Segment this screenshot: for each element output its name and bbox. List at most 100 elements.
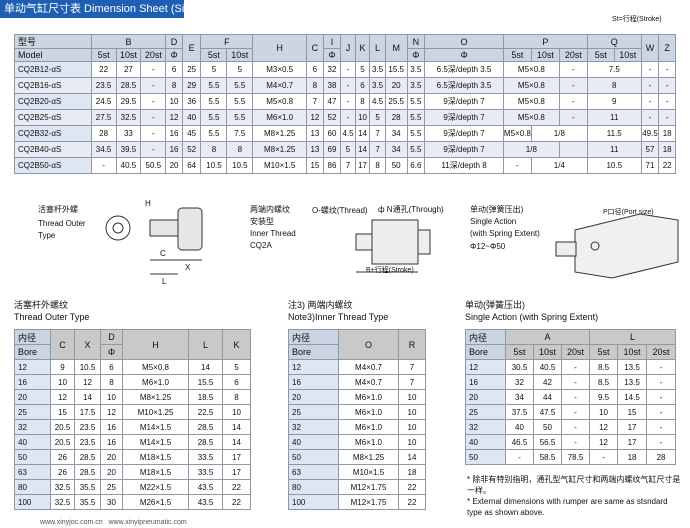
table-cell: 32 <box>322 61 342 78</box>
table-cell: 43.5 <box>188 494 223 510</box>
table-cell: 1/8 <box>530 125 588 142</box>
table-cell: - <box>560 404 591 420</box>
url: www.xinyjoc.com.cn <box>40 519 103 526</box>
header-cell: L <box>369 34 386 62</box>
table-cell: 12 <box>74 374 101 390</box>
table-cell: 10.5 <box>226 157 254 174</box>
title-en: Single Action (with Spring Extent) <box>465 312 599 322</box>
end-view-hole <box>112 222 124 234</box>
table-cell: 5.5 <box>200 77 228 94</box>
header-cell: C <box>306 34 324 62</box>
header-cell: 5st <box>502 48 532 62</box>
table-cell: 10.5 <box>200 157 228 174</box>
table-cell: - <box>140 77 167 94</box>
table-cell: 15 <box>50 404 75 420</box>
title-bar: 单动气缸尺寸表 Dimension Sheet (Single Action) <box>0 0 242 18</box>
table-cell: 6 <box>354 77 371 94</box>
table-cell: 32 <box>465 419 506 435</box>
table-cell: - <box>640 61 660 78</box>
table-cell: 28 <box>90 125 117 142</box>
table-row: 16 32 42-8.5 13.5- <box>465 374 677 390</box>
title-cn: 活塞杆外螺纹 <box>14 300 69 310</box>
table-row: CQ2B50-αS -40.5 50.5 20 64 10.5 10.5 M10×1.5 15 8… <box>14 157 676 174</box>
header-cell: Q <box>586 34 642 49</box>
diagram-text: Single Action <box>470 217 516 226</box>
table-cell: 32 <box>288 419 339 435</box>
header-cell: 5st <box>90 48 117 62</box>
table-cell: M5×0.8 <box>122 359 189 375</box>
dim-label: P口径(Port size) <box>603 207 654 216</box>
table-cell: 12 <box>306 109 324 126</box>
note: * 除非有特别指明，通孔型气缸尺寸和两端内螺纹气缸尺寸是一样。 <box>467 475 681 495</box>
table-row: 20 34 44-9.5 14.5- <box>465 389 677 405</box>
table-cell: 57 <box>640 141 660 158</box>
table-cell: 10 <box>398 434 426 450</box>
diagram-text: Thread Outer <box>38 219 86 228</box>
header-cell: 内径 <box>465 329 506 345</box>
table-cell: 25 <box>14 404 51 420</box>
table-cell: 7 <box>306 93 324 110</box>
table-cell: 20 <box>288 389 339 405</box>
table-cell: 8.5 <box>589 374 619 390</box>
header-cell: H <box>252 34 308 62</box>
table-cell: 3.5 <box>406 77 426 94</box>
table-cell: - <box>658 109 676 126</box>
table-cell: 17 <box>617 419 648 435</box>
header-cell: A <box>504 329 591 345</box>
table-cell: 49.5 <box>640 125 660 142</box>
table-cell: M10×1.5 <box>252 157 308 174</box>
table-cell: 27 <box>115 61 142 78</box>
table-cell: - <box>560 389 591 405</box>
table-cell: CQ2B20-αS <box>14 93 92 110</box>
table-cell: 28.5 <box>115 77 142 94</box>
table-cell: M6×1.0 <box>338 389 399 405</box>
table-title: 活塞杆外螺纹 Thread Outer Type <box>14 299 89 323</box>
rod <box>417 229 431 255</box>
table-cell: 8.5 <box>589 359 619 375</box>
diagram-title: 单动(弹簧压出) <box>470 204 524 214</box>
title-en: Note3)Inner Thread Type <box>288 312 389 322</box>
table-row: 32 M6×1.0 10 <box>288 419 426 435</box>
header-cell: W <box>640 34 660 62</box>
table-cell: M4×0.7 <box>338 359 399 375</box>
table-cell: 14 <box>188 359 223 375</box>
main-table: 型号 B D E F H C I J K L M N O P Q W Z Model 5st 10st 20st Φ 5st 1… <box>14 34 676 174</box>
table-cell: 4.5 <box>369 93 386 110</box>
table-cell: M22×1.5 <box>122 479 189 495</box>
table-cell: - <box>640 109 660 126</box>
table-cell: 32.5 <box>50 494 75 510</box>
table-cell: 18.5 <box>188 389 223 405</box>
table-cell: 16 <box>100 419 123 435</box>
table-cell: 13.5 <box>617 374 648 390</box>
table-cell: 8 <box>586 77 642 94</box>
table-cell: 50 <box>465 449 506 465</box>
table-cell: 5.5 <box>406 109 426 126</box>
table-cell: M8×1.25 <box>122 389 189 405</box>
table-row: 32 20.5 23.5 16 M14×1.5 28.5 14 <box>14 419 251 435</box>
table-cell: 5 <box>369 109 386 126</box>
table-cell: 28.5 <box>188 434 223 450</box>
table-cell: 50.5 <box>140 157 167 174</box>
table-cell: 18 <box>617 449 648 465</box>
table-cell: 40 <box>181 109 202 126</box>
cylinder <box>574 213 679 279</box>
table-cell: 25 <box>181 61 202 78</box>
header-cell: D <box>100 329 123 345</box>
table-row: 内径 O R <box>288 329 426 360</box>
table-cell: 4.5 <box>340 125 356 142</box>
table-cell: - <box>658 61 676 78</box>
table-cell: 50 <box>288 449 339 465</box>
table-cell: 14 <box>354 141 371 158</box>
table-cell: 5 <box>226 61 254 78</box>
dim-label: X <box>185 263 191 272</box>
stroke-note: St=行程(Stroke) <box>612 16 662 23</box>
table-cell: 14 <box>222 434 251 450</box>
table-cell: 16 <box>288 374 339 390</box>
table-cell: 100 <box>14 494 51 510</box>
table-cell: 11深/depth 8 <box>424 157 504 174</box>
table-cell: 15.5 <box>188 374 223 390</box>
table-row: Bore 5st 10st 20st 5st 10st 20st <box>465 344 677 360</box>
table-cell: M18×1.5 <box>122 449 189 465</box>
outer-table: 内径 C X D H L K Bore Φ 12 9 10.5 6 M5×0.8 14 5 16 10 12 8 M6×… <box>14 329 251 510</box>
header-cell: O <box>424 34 504 49</box>
